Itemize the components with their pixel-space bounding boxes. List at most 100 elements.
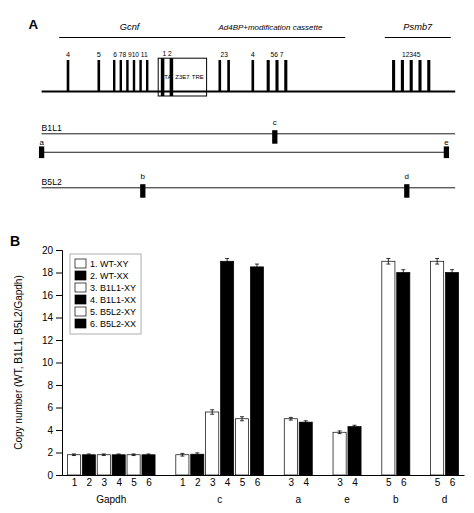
error-cap [353, 427, 357, 428]
error-cap [147, 455, 151, 456]
fragment-mark [39, 146, 44, 158]
legend-label: 3. B1L1-XY [90, 283, 136, 293]
diagram-label: b [141, 172, 146, 181]
x-tick-label: 3 [289, 477, 295, 488]
x-tick: 5 [240, 477, 246, 488]
probe-bar [392, 60, 395, 92]
error-bar [255, 264, 259, 270]
probe-bar [418, 60, 421, 92]
y-tick: 14 [42, 312, 62, 323]
error-cap [386, 258, 390, 259]
y-tick-mark [56, 318, 62, 319]
error-bar [132, 454, 136, 456]
y-tick: 4 [47, 425, 62, 436]
bar [397, 273, 410, 476]
cassette-box [158, 58, 206, 96]
x-tick-label: 3 [210, 477, 216, 488]
x-tick: 6 [401, 477, 407, 488]
group-label: d [442, 494, 448, 505]
error-cap [117, 453, 121, 454]
x-tick: 5 [131, 477, 137, 488]
row-line [42, 133, 456, 134]
legend-swatch [75, 319, 86, 328]
legend-item: 6. B5L2-XX [75, 319, 136, 329]
x-tick-label: 3 [101, 477, 107, 488]
x-axis: 12345612345634345656 [63, 476, 465, 489]
x-tick-label: 1 [180, 477, 186, 488]
legend-frame [70, 254, 141, 334]
y-tick-mark [56, 475, 62, 476]
x-tick-label: 4 [352, 477, 358, 488]
x-tick-label: 1 [72, 477, 78, 488]
x-tick: 6 [146, 477, 152, 488]
y-tick-label: 0 [47, 470, 53, 481]
x-tick-label: 6 [146, 477, 152, 488]
error-bar [450, 270, 454, 276]
x-tick: 4 [352, 477, 358, 488]
error-cap [225, 264, 229, 265]
error-cap [304, 423, 308, 424]
diagram-label: 4 [66, 50, 70, 59]
error-bar [87, 454, 91, 456]
x-tick-label: 2 [87, 477, 93, 488]
error-cap [386, 264, 390, 265]
error-cap [401, 269, 405, 270]
x-tick: 5 [386, 477, 392, 488]
diagram-label: 12345 [402, 51, 421, 58]
error-line [437, 258, 438, 264]
diagram-label: 56 7 [271, 51, 284, 58]
error-cap [240, 420, 244, 421]
error-line [339, 431, 340, 434]
plot-area [67, 258, 458, 475]
diagram-label: a [39, 138, 44, 147]
error-line [256, 264, 257, 270]
diagram-label: Ad4BP+modification cassette [217, 23, 322, 32]
x-tick: 2 [195, 477, 201, 488]
error-line [452, 270, 453, 276]
x-tick: 1 [72, 477, 78, 488]
probe-bar [227, 60, 230, 92]
legend-swatch [75, 271, 86, 280]
probe-bar [267, 60, 270, 92]
x-tick-label: 2 [195, 477, 201, 488]
bar [221, 261, 234, 475]
group-label: a [295, 494, 301, 505]
error-cap [255, 269, 259, 270]
error-cap [225, 258, 229, 259]
y-axis-line [56, 251, 63, 476]
error-cap [289, 420, 293, 421]
probe-bar [120, 60, 122, 92]
error-bar [117, 454, 121, 456]
x-tick-label: 5 [131, 477, 137, 488]
y-tick-mark [56, 295, 62, 296]
probe-bar [97, 60, 100, 92]
x-tick: 3 [101, 477, 107, 488]
error-cap [72, 453, 76, 454]
y-tick-mark [56, 363, 62, 364]
probe-bar [275, 60, 278, 92]
x-tick-label: 5 [240, 477, 246, 488]
x-tick-label: 6 [450, 477, 456, 488]
y-tick: 18 [42, 267, 62, 278]
bar [67, 455, 80, 475]
y-tick: 10 [42, 357, 62, 368]
diagram-label: e [444, 138, 449, 147]
error-cap [132, 453, 136, 454]
probe-bar [218, 60, 221, 92]
error-cap [72, 455, 76, 456]
error-bar [225, 258, 229, 264]
x-tick: 4 [303, 477, 309, 488]
diagram-label: B1L1 [42, 123, 62, 133]
error-bar [240, 417, 244, 421]
error-cap [353, 425, 357, 426]
probe-bar [401, 60, 404, 92]
bar [348, 427, 361, 475]
error-cap [338, 433, 342, 434]
x-tick-label: 5 [386, 477, 392, 488]
bar [82, 455, 95, 475]
y-tick: 12 [42, 335, 62, 346]
probe-bar [410, 60, 413, 92]
error-bar [401, 270, 405, 276]
error-cap [147, 453, 151, 454]
legend-swatch [75, 307, 86, 316]
